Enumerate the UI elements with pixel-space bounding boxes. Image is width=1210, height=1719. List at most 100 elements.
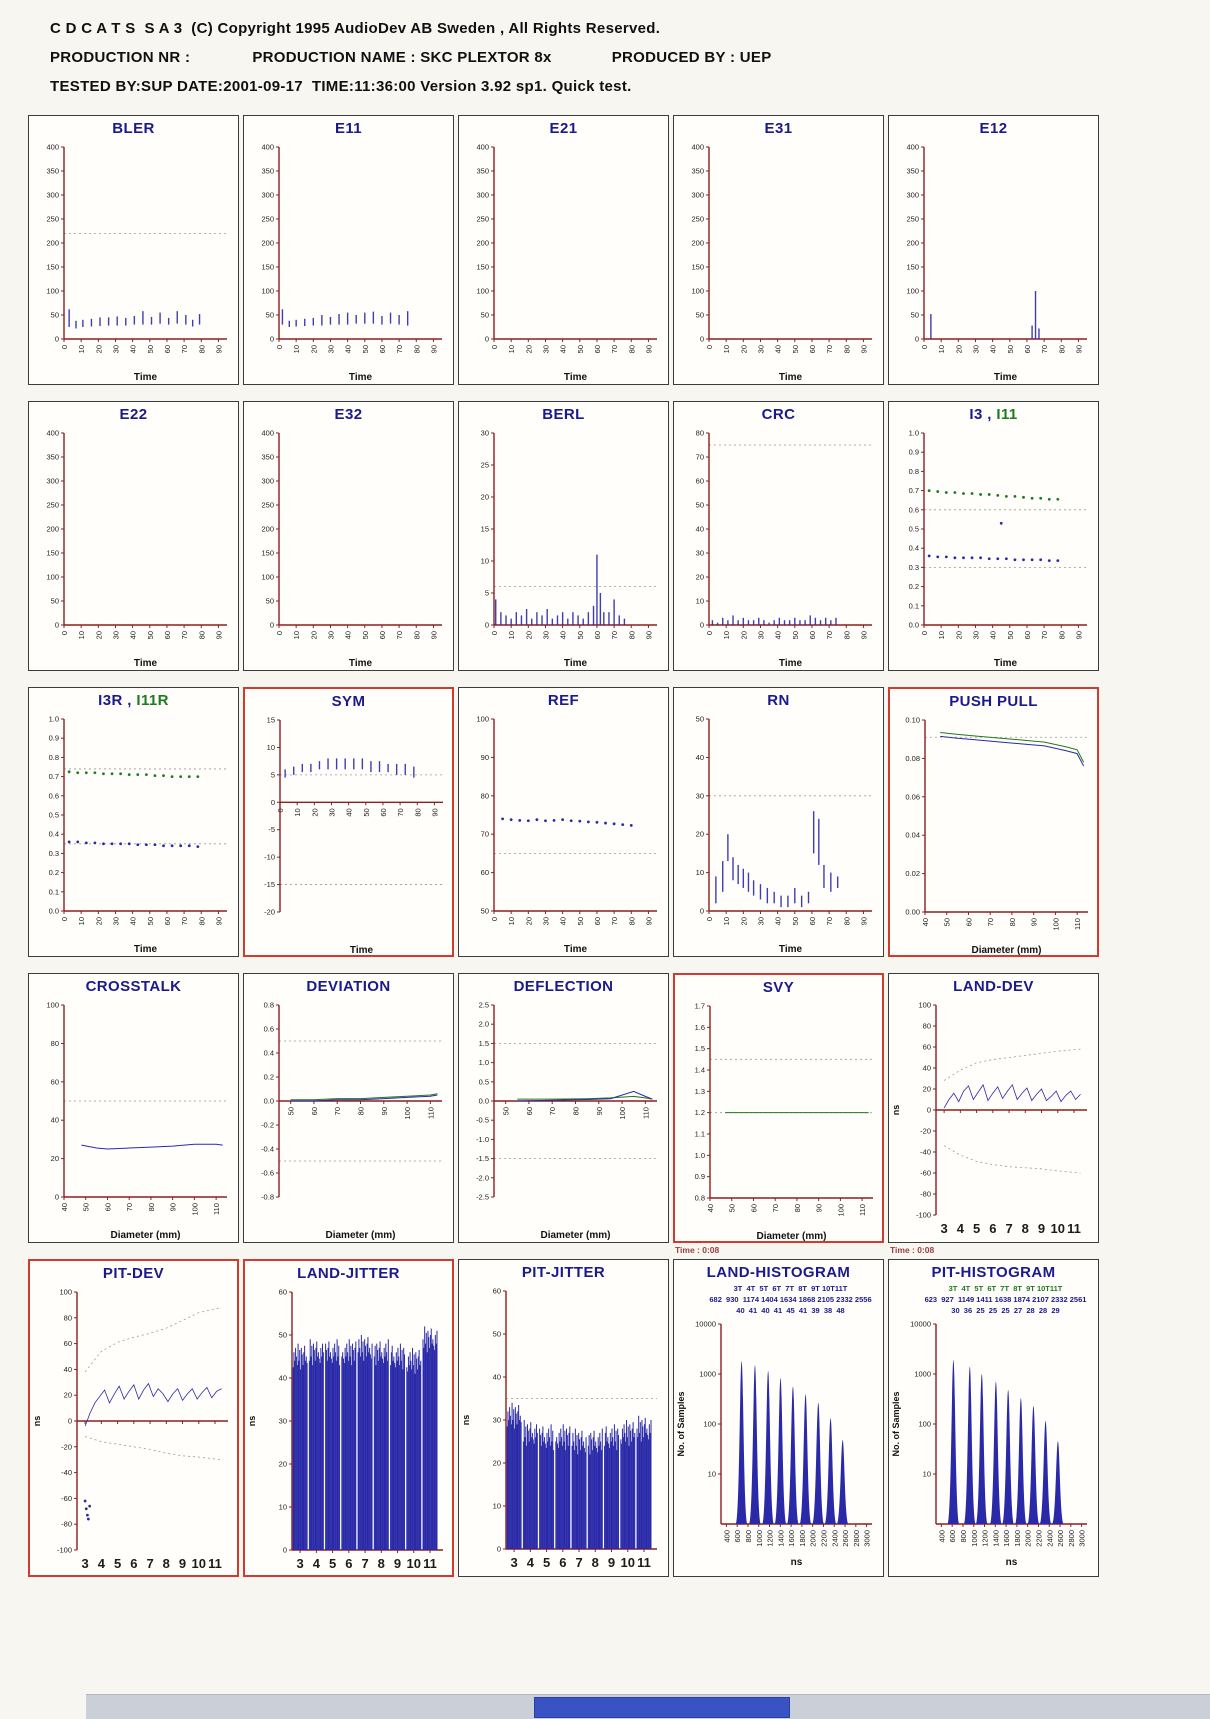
svg-text:0.4: 0.4 <box>264 1049 274 1058</box>
chart-panel-crosstalk: CROSSTALK 0 20 40 60 80 100 40 50 60 70 80 90 100 110 D… <box>28 973 239 1243</box>
svg-text:300: 300 <box>691 191 704 200</box>
svg-text:60: 60 <box>163 345 172 353</box>
svg-text:0.06: 0.06 <box>905 792 920 801</box>
data-series <box>927 489 1060 563</box>
svg-text:70: 70 <box>1040 345 1049 353</box>
svg-text:10000: 10000 <box>695 1320 716 1329</box>
svg-text:70: 70 <box>125 1203 134 1211</box>
svg-text:1.2: 1.2 <box>695 1108 705 1117</box>
histogram-peak <box>1002 1389 1015 1524</box>
svg-text:0: 0 <box>700 621 704 630</box>
svg-text:2400: 2400 <box>830 1530 839 1547</box>
chart-title-part: , <box>122 692 137 709</box>
y-axis-label: ns <box>461 1415 471 1426</box>
svg-text:20: 20 <box>524 917 533 925</box>
chart-panel-ref: REF 50 60 70 80 90 100 0 10 20 30 40 50 60 70 80 90 Time <box>458 687 669 957</box>
svg-text:60: 60 <box>103 1203 112 1211</box>
svg-text:7: 7 <box>361 1556 368 1571</box>
svg-text:40: 40 <box>345 808 354 816</box>
chart-plot-e32: 0 50 100 150 200 250 300 350 400 0 10 20 30 40 50 60 70 8… <box>261 429 442 669</box>
svg-text:20: 20 <box>279 1460 287 1469</box>
svg-text:0: 0 <box>490 631 499 635</box>
axes: -20 -15 -10 -5 0 5 10 15 0 10 20 30 40 50 60 70 80 90 <box>264 716 443 917</box>
data-point <box>153 843 157 847</box>
svg-text:80: 80 <box>64 1313 72 1322</box>
svg-text:100: 100 <box>261 287 274 296</box>
chart-title-part: SYM <box>331 693 366 710</box>
svg-text:60: 60 <box>593 631 602 639</box>
svg-text:0: 0 <box>497 1545 501 1554</box>
data-point <box>535 818 539 822</box>
data-series <box>67 770 200 849</box>
chart-title-pit-jitter: PIT-JITTER <box>460 1262 667 1283</box>
histogram-annotation-row3: 40 41 40 41 45 41 39 38 48 <box>736 1306 845 1315</box>
x-axis-label: Diameter (mm) <box>325 1230 395 1241</box>
svg-text:150: 150 <box>691 263 704 272</box>
x-axis-label: Time <box>134 658 158 669</box>
chart-title-part: SVY <box>762 979 795 996</box>
chart-title-part: I11 <box>996 406 1018 423</box>
svg-text:0.4: 0.4 <box>49 830 59 839</box>
data-point <box>629 823 633 827</box>
svg-text:30: 30 <box>111 917 120 925</box>
chart-cell-deflection: DEFLECTION -2.5 -2.0 -1.5 -1.0 -0.5 0.0 0.5 1.0 1… <box>458 973 669 1243</box>
svg-text:50: 50 <box>266 597 274 606</box>
svg-text:0: 0 <box>55 621 59 630</box>
data-point <box>144 843 148 847</box>
svg-text:70: 70 <box>395 345 404 353</box>
svg-text:0.04: 0.04 <box>905 831 920 840</box>
svg-text:30: 30 <box>971 631 980 639</box>
chart-plot-push-pull: 0.00 0.02 0.04 0.06 0.08 0.10 40 50 60 70 80 90 100 1… <box>905 716 1088 955</box>
svg-text:0.6: 0.6 <box>49 791 59 800</box>
svg-text:0: 0 <box>485 335 489 344</box>
chart-panel-svy: SVY 0.8 0.9 1.0 1.1 1.2 1.3 1.4 1.5 1.6 1.7 40 50 60 7… <box>673 973 884 1243</box>
histogram-peak <box>989 1381 1002 1524</box>
svg-text:100: 100 <box>46 1001 59 1010</box>
svg-text:10: 10 <box>722 917 731 925</box>
svg-text:1.0: 1.0 <box>909 429 919 438</box>
svg-text:60: 60 <box>163 917 172 925</box>
data-point <box>196 775 200 778</box>
svg-text:10: 10 <box>507 631 516 639</box>
svg-text:50: 50 <box>481 311 489 320</box>
chart-title-part: LAND-HISTOGRAM <box>706 1264 851 1281</box>
svg-text:100: 100 <box>46 573 59 582</box>
svg-text:40: 40 <box>129 631 138 639</box>
histogram-peak <box>1052 1441 1064 1524</box>
histogram-annotation-row1: 3T 4T 5T 6T 7T 8T 9T 10T11T <box>733 1284 848 1293</box>
svg-text:60: 60 <box>481 868 489 877</box>
svg-text:-80: -80 <box>61 1520 72 1529</box>
svg-text:0.02: 0.02 <box>905 869 920 878</box>
data-point <box>979 493 983 496</box>
x-axis-label: Time <box>564 658 588 669</box>
svg-text:30: 30 <box>971 345 980 353</box>
svg-text:2600: 2600 <box>841 1530 850 1547</box>
svg-text:90: 90 <box>859 917 868 925</box>
svg-text:10: 10 <box>722 345 731 353</box>
svg-text:60: 60 <box>378 631 387 639</box>
chart-title-svy: SVY <box>676 977 881 998</box>
taskbar-strip <box>86 1694 1210 1719</box>
svg-text:50: 50 <box>82 1203 91 1211</box>
svg-text:30: 30 <box>279 1417 287 1426</box>
y-axis-label: No. of Samples <box>891 1391 901 1456</box>
svg-text:3: 3 <box>511 1555 518 1570</box>
data-series <box>715 811 839 908</box>
chart-title-part: E11 <box>334 120 363 137</box>
chart-panel-i3-i11: I3 , I11 0.0 0.1 0.2 0.3 0.4 0.5 0.6 0.7 0.8 0.9 1.… <box>888 401 1099 671</box>
threshold-lines <box>494 1043 657 1160</box>
svg-text:4: 4 <box>957 1221 965 1236</box>
svg-text:150: 150 <box>46 549 59 558</box>
svg-text:60: 60 <box>696 477 704 486</box>
svg-text:6: 6 <box>559 1555 566 1570</box>
chart-plot-bler: 0 50 100 150 200 250 300 350 400 0 10 20 30 40 50 60 70 8… <box>46 143 227 383</box>
svg-text:50: 50 <box>493 1330 501 1339</box>
data-point <box>970 556 974 560</box>
svg-text:110: 110 <box>426 1107 435 1119</box>
svg-text:10000: 10000 <box>910 1320 931 1329</box>
data-series <box>506 1402 652 1549</box>
data-point <box>927 489 931 492</box>
taskbar-active-button[interactable] <box>534 1697 790 1718</box>
data-point <box>544 819 547 823</box>
chart-cell-deviation: DEVIATION -0.8 -0.6 -0.4 -0.2 0.0 0.2 0.4 0.6 0.8… <box>243 973 454 1243</box>
